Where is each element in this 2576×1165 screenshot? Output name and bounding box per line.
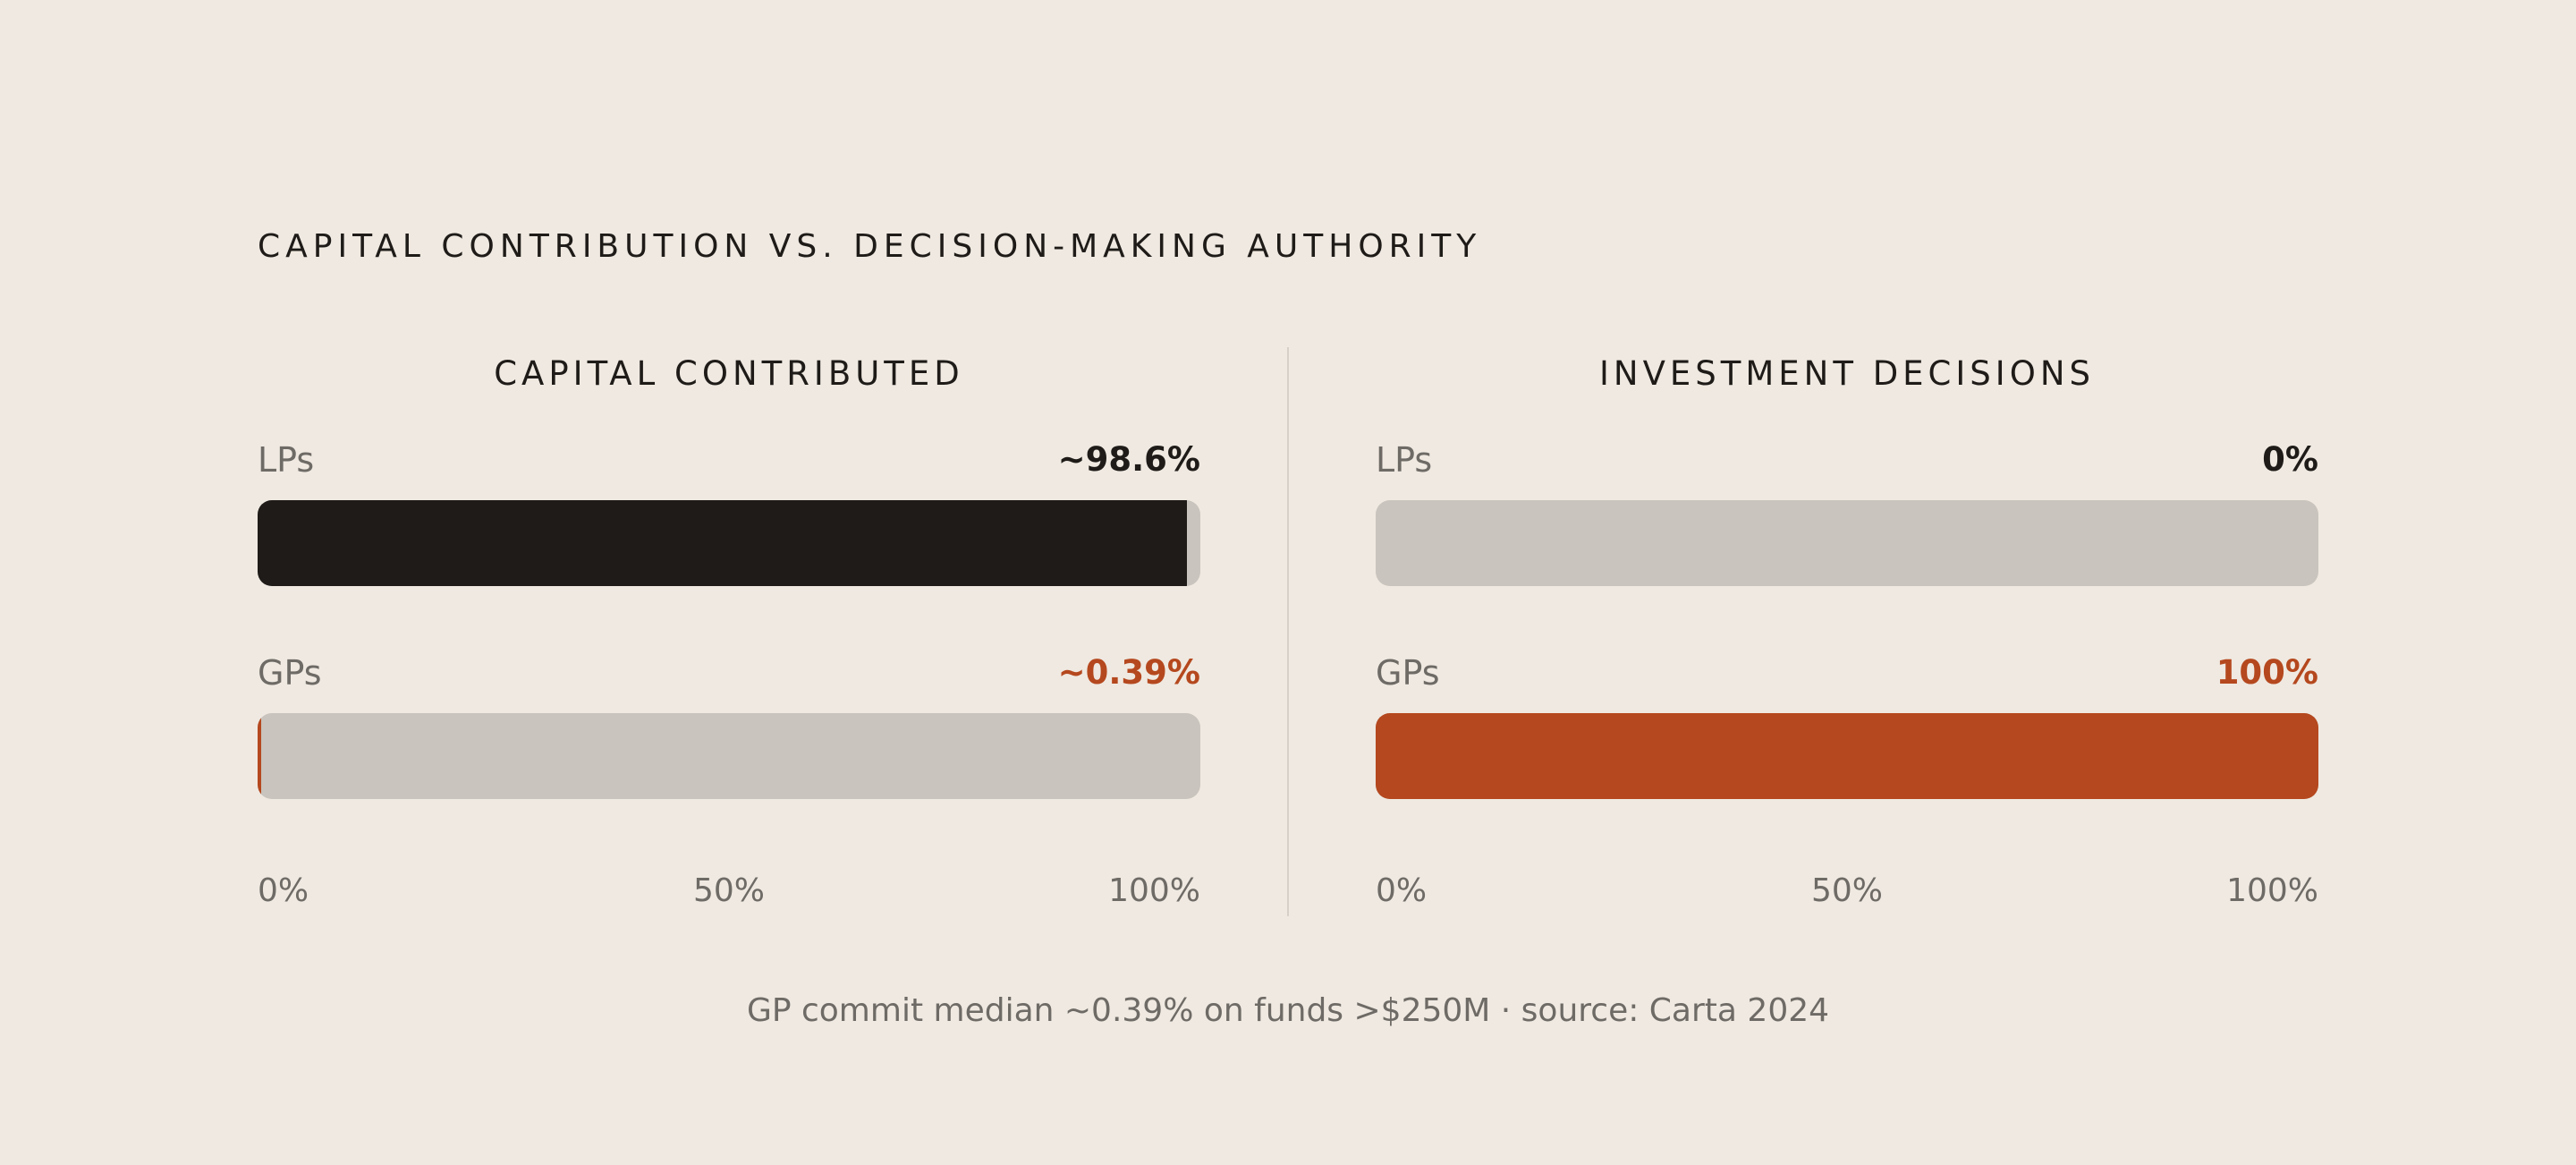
x-tick-label: 50% <box>692 872 766 909</box>
lp-category-label: LPs <box>1376 440 1433 480</box>
gp-bar <box>258 713 262 799</box>
panel-divider <box>1287 347 1289 916</box>
x-tick-label: 100% <box>2226 872 2318 909</box>
investment-decisions-panel: INVESTMENT DECISIONS LPs 0% GPs 100% 0% … <box>1376 340 2318 913</box>
gp-bar-track <box>1376 713 2318 799</box>
panel-title: CAPITAL CONTRIBUTED <box>494 354 964 393</box>
lp-bar-track <box>1376 500 2318 586</box>
gp-category-label: GPs <box>1376 653 1440 693</box>
capital-contributed-panel: CAPITAL CONTRIBUTED LPs ~98.6% GPs ~0.39… <box>258 340 1200 913</box>
chart-title: CAPITAL CONTRIBUTION VS. DECISION-MAKING… <box>258 228 1482 265</box>
x-tick-label: 0% <box>258 872 309 909</box>
panel-title: INVESTMENT DECISIONS <box>1598 354 2095 393</box>
x-tick-label: 100% <box>1108 872 1200 909</box>
gp-category-label: GPs <box>258 653 322 693</box>
lp-category-label: LPs <box>258 440 315 480</box>
gp-bar-track <box>258 713 1200 799</box>
lp-value-label: 0% <box>2262 440 2318 479</box>
x-tick-label: 0% <box>1376 872 1428 909</box>
x-tick-label: 50% <box>1810 872 1884 909</box>
source-footnote: GP commit median ~0.39% on funds >$250M … <box>746 992 1830 1029</box>
lp-value-label: ~98.6% <box>1057 440 1200 479</box>
gp-value-label: ~0.39% <box>1057 653 1200 692</box>
gp-value-label: 100% <box>2216 653 2318 692</box>
gp-bar <box>1376 713 2318 799</box>
lp-bar-track <box>258 500 1200 586</box>
lp-bar <box>258 500 1188 586</box>
